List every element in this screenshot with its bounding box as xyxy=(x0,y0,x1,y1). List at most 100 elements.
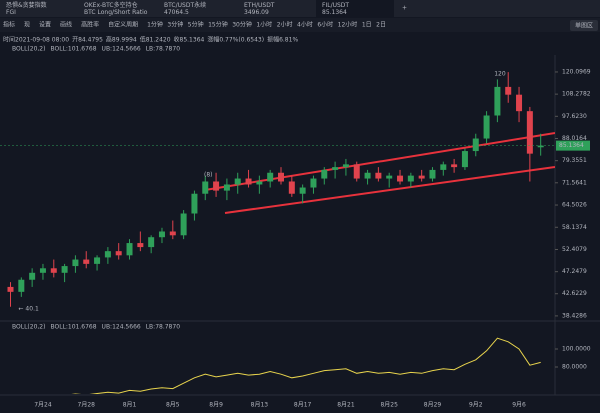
y-tick-label: 79.3551 xyxy=(562,157,587,164)
toolbar-item[interactable]: 高胜率 xyxy=(81,21,99,29)
candle-body xyxy=(375,172,382,179)
candle-body xyxy=(39,268,46,273)
candle-body xyxy=(158,231,165,238)
tab-sub[interactable]: 47064.5 xyxy=(164,9,189,16)
candle-body xyxy=(202,181,209,194)
toolbar-item[interactable]: 现 xyxy=(24,22,30,29)
candle-body xyxy=(278,172,284,182)
ohlc-info: 低81.2420 xyxy=(140,36,171,44)
low-annotation: ← 40.1 xyxy=(19,305,39,312)
candle-body xyxy=(94,257,101,264)
candle-body xyxy=(245,178,252,185)
candle-body xyxy=(213,181,220,191)
price-axis xyxy=(555,55,600,395)
indicator-value: UB:124.5666 xyxy=(102,324,141,331)
toolbar-item[interactable]: 1小时 xyxy=(256,21,272,29)
tab-sub[interactable]: 85.1364 xyxy=(322,9,347,16)
tab-sub[interactable]: FGI xyxy=(6,9,16,16)
candle-body xyxy=(126,243,133,256)
x-tick-label: 8月9 xyxy=(209,402,223,409)
indicator-value: LB:78.7870 xyxy=(146,46,180,53)
ohlc-info: 收85.1364 xyxy=(174,36,205,44)
toolbar-item[interactable]: 15分钟 xyxy=(208,21,228,29)
candle-body xyxy=(234,178,241,185)
indicator-value: BOLL(20,2) xyxy=(12,324,45,331)
sub-close-line xyxy=(71,337,541,394)
candle-body xyxy=(104,251,111,258)
candle-body xyxy=(267,172,274,182)
y-tick-label: 42.6229 xyxy=(562,290,587,297)
toolbar-item[interactable]: 3分钟 xyxy=(167,21,183,29)
ohlc-info: 开84.4795 xyxy=(72,37,103,44)
candle-body xyxy=(29,272,36,280)
tab-title[interactable]: FIL/USDT xyxy=(322,2,349,9)
add-tab[interactable]: + xyxy=(402,5,407,12)
toolbar xyxy=(0,18,600,32)
drawn-channel xyxy=(204,132,555,214)
sub-pane xyxy=(71,337,541,394)
x-tick-label: 9月6 xyxy=(512,402,526,409)
y-tick-label: 38.4286 xyxy=(562,312,587,319)
candle-body xyxy=(223,184,230,191)
toolbar-item[interactable]: 画线 xyxy=(60,21,72,29)
indicator-value: BOLL(20,2) xyxy=(12,46,45,53)
candle-body xyxy=(429,169,436,179)
candle-body xyxy=(386,175,393,179)
toolbar-item[interactable]: 自定义周期 xyxy=(108,21,138,29)
candle-body xyxy=(461,151,468,168)
tab-title[interactable]: ETH/USDT xyxy=(244,2,275,9)
toolbar-item[interactable]: 30分钟 xyxy=(232,21,252,29)
candle-body xyxy=(407,175,414,182)
layout-button-label[interactable]: 单图区 xyxy=(575,22,593,30)
x-tick-label: 8月1 xyxy=(123,402,137,409)
toolbar-item[interactable]: 4小时 xyxy=(297,21,313,29)
toolbar-item[interactable]: 2小时 xyxy=(277,21,293,29)
candle-body xyxy=(180,213,187,236)
toolbar-item[interactable]: 指标 xyxy=(3,21,15,29)
active-tab[interactable] xyxy=(316,0,394,17)
candle-body xyxy=(505,86,512,95)
y-tick-label: 88.0164 xyxy=(562,135,587,142)
ohlc-info: 涨幅0.77%(0.6543) xyxy=(207,36,264,44)
toolbar-item[interactable]: 设置 xyxy=(39,21,51,29)
y-tick-label: 120.0969 xyxy=(562,68,591,75)
x-tick-label: 8月25 xyxy=(380,402,398,409)
candle-body xyxy=(418,175,425,179)
x-tick-label: 7月24 xyxy=(34,402,52,409)
candle-body xyxy=(537,145,544,148)
candle-body xyxy=(364,172,371,179)
toolbar-item[interactable]: 5分钟 xyxy=(188,21,204,29)
tab-title[interactable]: OKEx-BTC多空持仓 xyxy=(84,1,138,9)
candle-body xyxy=(169,231,176,236)
toolbar-item[interactable]: 12小时 xyxy=(338,21,358,29)
candle-body xyxy=(494,86,501,116)
candle-body xyxy=(299,187,306,194)
tab-title[interactable]: 恐惧&贪婪指数 xyxy=(6,1,47,9)
x-tick-label: 8月29 xyxy=(424,402,442,409)
tab-sub[interactable]: BTC Long/Short Ratio xyxy=(84,9,148,16)
sub-y-tick-label: 100.0000 xyxy=(562,346,591,353)
toolbar-item[interactable]: 2日 xyxy=(376,22,386,29)
y-tick-label: 71.5641 xyxy=(562,179,587,186)
toolbar-item[interactable]: 1分钟 xyxy=(147,21,163,29)
candle-body xyxy=(148,237,155,248)
channel-lower xyxy=(224,166,555,214)
ohlc-info: 高89.9994 xyxy=(106,36,137,44)
toolbar-item[interactable]: 6小时 xyxy=(317,21,333,29)
candle-body xyxy=(191,193,198,214)
tab-title[interactable]: BTC/USDT永续 xyxy=(164,1,206,9)
layout-button[interactable] xyxy=(570,20,598,31)
ohlc-info: 时间2021-09-08 08:00 xyxy=(3,36,69,44)
toolbar-item[interactable]: 1日 xyxy=(362,22,372,29)
tab-sub[interactable]: 3496.09 xyxy=(244,9,269,16)
candle-body xyxy=(83,259,90,264)
indicator-value: BOLL:101.6768 xyxy=(50,324,96,331)
ohlc-info: 振幅6.81% xyxy=(267,36,298,44)
last-price-tag xyxy=(556,140,590,151)
peak-annotation: 120 xyxy=(494,71,506,78)
candle-body xyxy=(440,164,447,170)
candle-body xyxy=(256,181,263,185)
y-tick-label: 58.1374 xyxy=(562,224,587,231)
candle-body xyxy=(526,111,533,154)
